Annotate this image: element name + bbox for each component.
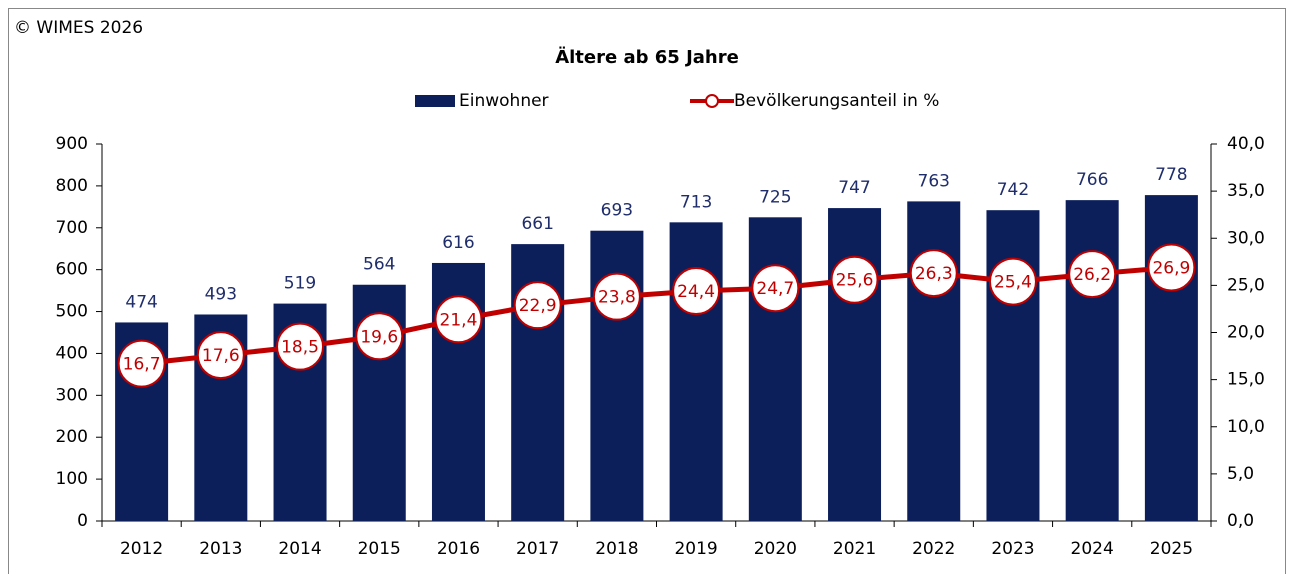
y-tick-label: 500 xyxy=(56,302,88,322)
bar-label: 564 xyxy=(363,255,395,275)
y-tick-label: 900 xyxy=(56,134,88,154)
y-tick-label: 0 xyxy=(77,511,88,531)
y2-tick-label: 5,0 xyxy=(1227,464,1254,484)
bar xyxy=(1065,200,1119,521)
x-tick-label: 2017 xyxy=(516,539,559,559)
line-label: 26,9 xyxy=(1152,258,1190,278)
x-tick-label: 2018 xyxy=(595,539,638,559)
x-tick-label: 2019 xyxy=(674,539,717,559)
x-tick-label: 2023 xyxy=(991,539,1034,559)
bar-label: 778 xyxy=(1155,165,1187,185)
bar xyxy=(828,208,882,521)
line-marker xyxy=(513,281,562,330)
x-tick-label: 2013 xyxy=(199,539,242,559)
line-marker xyxy=(1068,250,1117,299)
line-marker xyxy=(276,322,325,371)
line-marker xyxy=(1147,243,1196,292)
line-marker xyxy=(909,249,958,298)
x-tick-label: 2012 xyxy=(120,539,163,559)
line-marker xyxy=(355,312,404,361)
x-tick-label: 2025 xyxy=(1150,539,1193,559)
line-marker xyxy=(751,264,800,313)
line-marker xyxy=(434,295,483,344)
y2-tick-label: 35,0 xyxy=(1227,181,1265,201)
bar-label: 725 xyxy=(759,187,791,207)
line-label: 16,7 xyxy=(123,355,161,375)
line-marker xyxy=(988,257,1037,306)
y2-tick-label: 0,0 xyxy=(1227,511,1254,531)
x-tick-label: 2022 xyxy=(912,539,955,559)
line-marker xyxy=(672,267,721,316)
x-tick-label: 2020 xyxy=(754,539,797,559)
bar-label: 713 xyxy=(680,192,712,212)
line-label: 18,5 xyxy=(281,338,319,358)
line-label: 26,3 xyxy=(915,264,953,284)
bar-label: 742 xyxy=(997,180,1029,200)
y-tick-label: 800 xyxy=(56,176,88,196)
chart-title: Ältere ab 65 Jahre xyxy=(555,46,739,68)
legend-swatch xyxy=(415,95,455,107)
x-tick-label: 2014 xyxy=(278,539,321,559)
x-tick-label: 2015 xyxy=(358,539,401,559)
legend-marker xyxy=(705,94,719,108)
y-tick-label: 200 xyxy=(56,427,88,447)
y2-tick-label: 30,0 xyxy=(1227,228,1265,248)
x-tick-label: 2024 xyxy=(1071,539,1114,559)
y2-tick-label: 25,0 xyxy=(1227,275,1265,295)
line-label: 24,4 xyxy=(677,282,715,302)
y-tick-label: 600 xyxy=(56,260,88,280)
y-tick-label: 100 xyxy=(56,469,88,489)
line-marker xyxy=(830,255,879,304)
frame xyxy=(8,8,1286,574)
bar-label: 763 xyxy=(918,171,950,191)
y2-tick-label: 15,0 xyxy=(1227,370,1265,390)
y2-tick-label: 40,0 xyxy=(1227,134,1265,154)
y2-tick-label: 10,0 xyxy=(1227,417,1265,437)
bar-label: 519 xyxy=(284,274,316,294)
legend-label: Bevölkerungsanteil in % xyxy=(734,91,939,111)
y-tick-label: 400 xyxy=(56,343,88,363)
line-label: 25,6 xyxy=(836,271,874,291)
line-label: 24,7 xyxy=(756,279,794,299)
y-tick-label: 300 xyxy=(56,385,88,405)
line-label: 19,6 xyxy=(360,327,398,347)
line-label: 25,4 xyxy=(994,273,1032,293)
bar xyxy=(986,210,1040,521)
line-label: 21,4 xyxy=(440,310,478,330)
line-label: 26,2 xyxy=(1073,265,1111,285)
bar-label: 693 xyxy=(601,201,633,221)
line-marker xyxy=(117,339,166,388)
y2-tick-label: 20,0 xyxy=(1227,323,1265,343)
copyright: © WIMES 2026 xyxy=(14,18,143,38)
line-label: 22,9 xyxy=(519,296,557,316)
bar-label: 661 xyxy=(521,214,553,234)
bar xyxy=(748,217,802,522)
legend-label: Einwohner xyxy=(459,91,549,111)
line-label: 17,6 xyxy=(202,346,240,366)
line-marker xyxy=(592,272,641,321)
x-tick-label: 2016 xyxy=(437,539,480,559)
x-tick-label: 2021 xyxy=(833,539,876,559)
y-tick-label: 700 xyxy=(56,218,88,238)
bar-label: 493 xyxy=(205,284,237,304)
bar-label: 616 xyxy=(442,233,474,253)
bar-label: 747 xyxy=(838,178,870,198)
line-marker xyxy=(196,331,245,380)
line-label: 23,8 xyxy=(598,288,636,308)
bar-label: 474 xyxy=(125,292,157,312)
bar-label: 766 xyxy=(1076,170,1108,190)
